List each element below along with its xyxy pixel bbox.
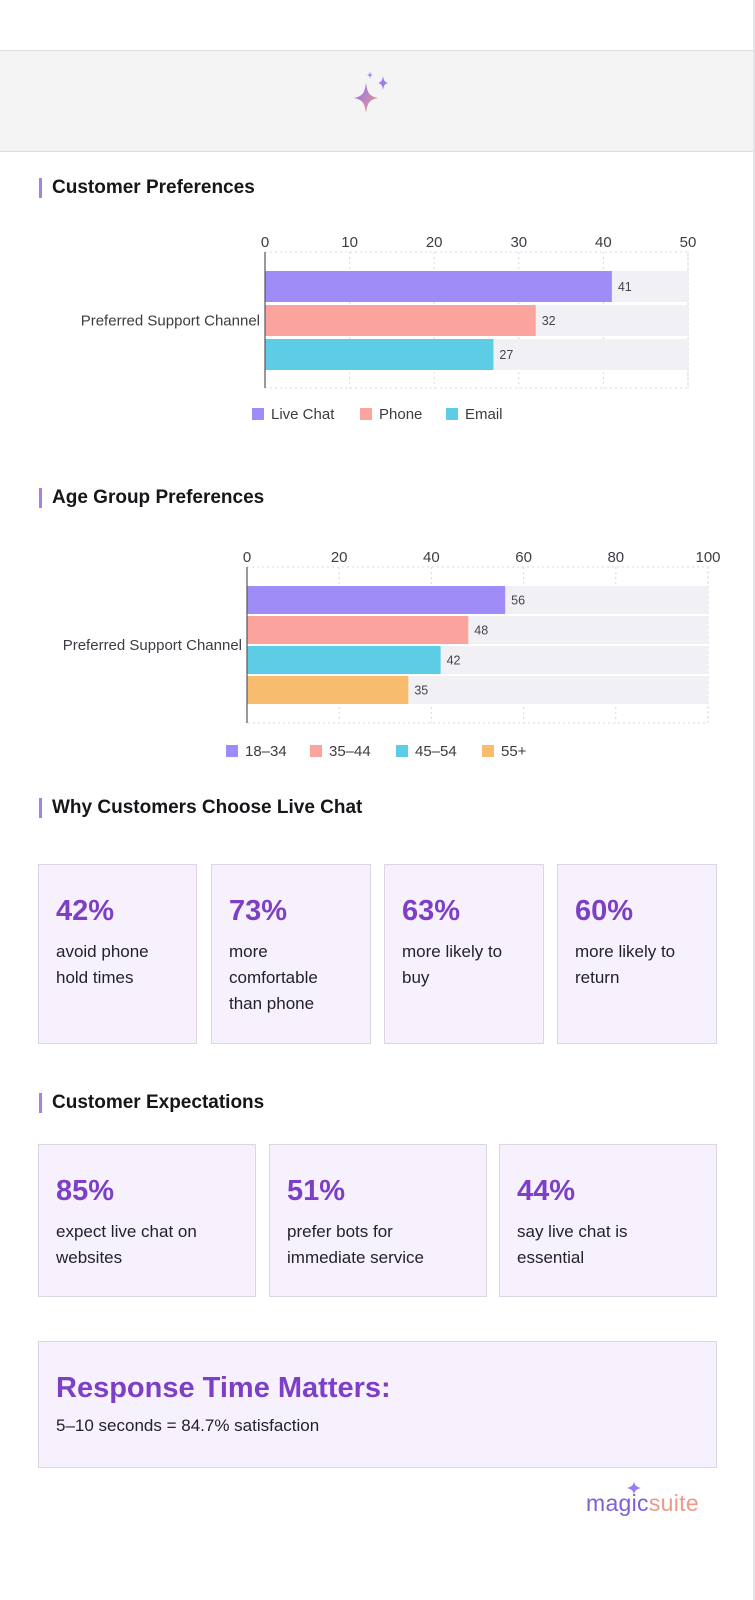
legend-label: 55+ <box>501 743 527 760</box>
data-label: 56 <box>511 594 525 608</box>
why-card-return: 60% more likely to return <box>557 864 717 1044</box>
bar-Live Chat <box>265 271 612 302</box>
why-card-comfortable: 73% more comfortable than phone <box>211 864 371 1044</box>
stat-description: expect live chat on websites <box>56 1222 197 1267</box>
bar-Email <box>265 339 494 370</box>
header-band <box>0 50 753 152</box>
data-label: 41 <box>618 280 632 294</box>
logo-sparkle-icon <box>627 1481 641 1495</box>
x-tick-label: 50 <box>680 234 697 251</box>
data-label: 32 <box>542 314 556 328</box>
stat-value: 44% <box>517 1175 576 1207</box>
x-tick-label: 40 <box>423 549 440 566</box>
stat-value: 85% <box>56 1175 115 1207</box>
category-label: Preferred Support Channel <box>81 313 260 330</box>
bar-18–34 <box>247 586 506 614</box>
logo-text-magic: magic <box>586 1490 649 1516</box>
sparkle-icon <box>354 71 388 113</box>
x-tick-label: 10 <box>341 234 358 251</box>
legend-swatch <box>310 745 322 757</box>
stat-value: 42% <box>56 895 115 927</box>
bar-35–44 <box>247 616 469 644</box>
age-group-preferences-chart: 0 20 40 60 80 100 56 48 42 35 Preferred Support Ch… <box>63 549 721 760</box>
legend-label: 45–54 <box>415 743 457 760</box>
x-tick-label: 0 <box>243 549 251 566</box>
legend-label: 18–34 <box>245 743 287 760</box>
response-time-title: Response Time Matters: <box>56 1372 391 1404</box>
x-tick-label: 20 <box>331 549 348 566</box>
bar-55+ <box>247 676 409 704</box>
category-label: Preferred Support Channel <box>63 637 242 654</box>
expect-card-essential: 44% say live chat is essential <box>499 1144 717 1297</box>
response-time-card: Response Time Matters: 5–10 seconds = 84… <box>38 1341 717 1468</box>
stat-description: prefer bots for immediate service <box>287 1222 424 1267</box>
legend-label: Email <box>465 406 503 423</box>
legend-swatch <box>252 408 264 420</box>
stat-value: 73% <box>229 895 288 927</box>
expect-card-live-chat-websites: 85% expect live chat on websites <box>38 1144 256 1297</box>
stat-value: 51% <box>287 1175 346 1207</box>
stat-description: say live chat is essential <box>517 1222 628 1267</box>
logo-text-suite: suite <box>648 1490 699 1516</box>
legend-swatch <box>396 745 408 757</box>
why-card-buy: 63% more likely to buy <box>384 864 544 1044</box>
section-title-customer-expectations: Customer Expectations <box>39 1093 264 1113</box>
legend-swatch <box>446 408 458 420</box>
bar-Phone <box>265 305 536 336</box>
data-label: 48 <box>474 624 488 638</box>
x-tick-label: 80 <box>607 549 624 566</box>
x-tick-label: 0 <box>261 234 269 251</box>
stat-description: avoid phone hold times <box>56 942 149 987</box>
legend-label: Phone <box>379 406 422 423</box>
section-title-why-live-chat: Why Customers Choose Live Chat <box>39 798 362 818</box>
x-tick-label: 60 <box>515 549 532 566</box>
x-tick-label: 20 <box>426 234 443 251</box>
stat-value: 63% <box>402 895 461 927</box>
stat-value: 60% <box>575 895 634 927</box>
legend-label: 35–44 <box>329 743 371 760</box>
x-tick-label: 100 <box>695 549 720 566</box>
bar-45–54 <box>247 646 441 674</box>
section-title-customer-preferences: Customer Preferences <box>39 178 255 198</box>
data-label: 27 <box>499 348 513 362</box>
legend-swatch <box>360 408 372 420</box>
stat-description: more likely to return <box>575 942 676 987</box>
section-title-age-group-preferences: Age Group Preferences <box>39 488 264 508</box>
stat-description: more comfortable than phone <box>229 942 318 1013</box>
page-edge <box>753 0 755 1600</box>
response-time-detail: 5–10 seconds = 84.7% satisfaction <box>56 1416 320 1435</box>
legend-label: Live Chat <box>271 406 335 423</box>
x-tick-label: 40 <box>595 234 612 251</box>
why-card-hold-times: 42% avoid phone hold times <box>38 864 197 1044</box>
stat-description: more likely to buy <box>402 942 503 987</box>
data-label: 42 <box>447 654 461 668</box>
data-label: 35 <box>414 684 428 698</box>
legend-swatch <box>226 745 238 757</box>
x-tick-label: 30 <box>510 234 527 251</box>
magicsuite-logo: magicsuite <box>586 1490 699 1517</box>
customer-preferences-chart: 0 10 20 30 40 50 41 32 27 Preferred Support Chann… <box>81 234 697 423</box>
expect-card-bots: 51% prefer bots for immediate service <box>269 1144 487 1297</box>
legend-swatch <box>482 745 494 757</box>
